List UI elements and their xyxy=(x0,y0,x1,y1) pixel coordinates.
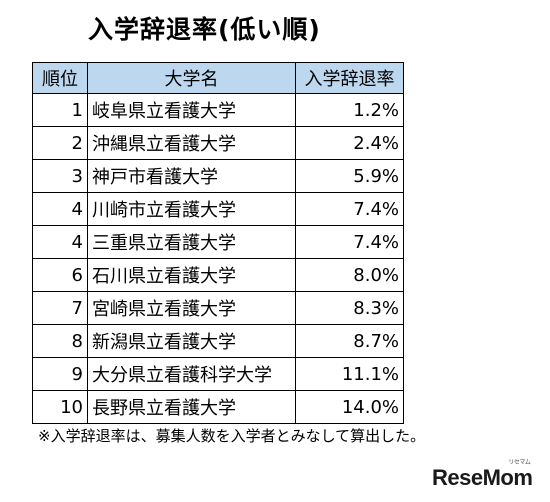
table-row: 4 三重県立看護大学 7.4% xyxy=(32,225,404,259)
rate-cell: 8.7% xyxy=(295,324,404,358)
rank-cell: 6 xyxy=(32,258,88,292)
table-row: 10 長野県立看護大学 14.0% xyxy=(32,390,404,424)
footnote: ※入学辞退率は、募集人数を入学者とみなして算出した。 xyxy=(38,427,426,445)
table-row: 2 沖縄県立看護大学 2.4% xyxy=(32,126,404,160)
ranking-table: 順位 大学名 入学辞退率 1 岐阜県立看護大学 1.2% 2 沖縄県立看護大学 … xyxy=(32,62,404,424)
table-row: 6 石川県立看護大学 8.0% xyxy=(32,258,404,292)
rate-cell: 5.9% xyxy=(295,159,404,193)
university-cell: 岐阜県立看護大学 xyxy=(87,93,296,127)
rank-cell: 4 xyxy=(32,225,88,259)
table-header-row: 順位 大学名 入学辞退率 xyxy=(32,62,404,94)
rate-cell: 1.2% xyxy=(295,93,404,127)
table-row: 4 川崎市立看護大学 7.4% xyxy=(32,192,404,226)
table-row: 1 岐阜県立看護大学 1.2% xyxy=(32,93,404,127)
rank-cell: 9 xyxy=(32,357,88,391)
resemom-logo: ReseMom リセマム xyxy=(432,460,533,491)
rank-cell: 7 xyxy=(32,291,88,325)
rank-cell: 2 xyxy=(32,126,88,160)
table-row: 7 宮崎県立看護大学 8.3% xyxy=(32,291,404,325)
rank-cell: 4 xyxy=(32,192,88,226)
rate-cell: 11.1% xyxy=(295,357,404,391)
university-cell: 石川県立看護大学 xyxy=(87,258,296,292)
rank-cell: 1 xyxy=(32,93,88,127)
rank-cell: 8 xyxy=(32,324,88,358)
table-row: 8 新潟県立看護大学 8.7% xyxy=(32,324,404,358)
header-rank: 順位 xyxy=(32,62,88,94)
page-title: 入学辞退率(低い順) xyxy=(88,15,321,44)
university-cell: 神戸市看護大学 xyxy=(87,159,296,193)
logo-subtext: リセマム xyxy=(508,460,531,466)
university-cell: 三重県立看護大学 xyxy=(87,225,296,259)
university-cell: 沖縄県立看護大学 xyxy=(87,126,296,160)
header-university: 大学名 xyxy=(87,62,296,94)
table-row: 3 神戸市看護大学 5.9% xyxy=(32,159,404,193)
rate-cell: 14.0% xyxy=(295,390,404,424)
header-rate: 入学辞退率 xyxy=(295,62,404,94)
rate-cell: 7.4% xyxy=(295,225,404,259)
university-cell: 大分県立看護科学大学 xyxy=(87,357,296,391)
table-row: 9 大分県立看護科学大学 11.1% xyxy=(32,357,404,391)
rate-cell: 8.0% xyxy=(295,258,404,292)
rate-cell: 7.4% xyxy=(295,192,404,226)
rate-cell: 2.4% xyxy=(295,126,404,160)
university-cell: 宮崎県立看護大学 xyxy=(87,291,296,325)
logo-text: ReseMom xyxy=(432,465,533,490)
university-cell: 長野県立看護大学 xyxy=(87,390,296,424)
university-cell: 川崎市立看護大学 xyxy=(87,192,296,226)
rate-cell: 8.3% xyxy=(295,291,404,325)
rank-cell: 3 xyxy=(32,159,88,193)
rank-cell: 10 xyxy=(32,390,88,424)
university-cell: 新潟県立看護大学 xyxy=(87,324,296,358)
